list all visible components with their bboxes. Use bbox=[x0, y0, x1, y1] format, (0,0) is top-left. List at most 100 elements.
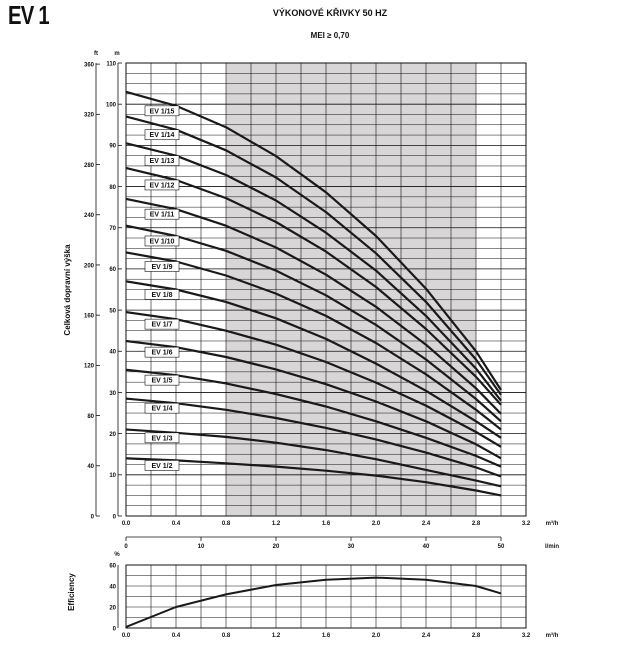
curve-label-box bbox=[144, 289, 180, 300]
plot-frame bbox=[125, 62, 527, 517]
y-tick-label-ft: 200 bbox=[84, 263, 95, 269]
y-tick-label-m: 10 bbox=[109, 473, 116, 479]
curve-label: EV 1/4 bbox=[151, 406, 172, 413]
curve-label: EV 1/13 bbox=[150, 158, 175, 165]
curve-label: EV 1/11 bbox=[150, 212, 175, 219]
curve-label: EV 1/10 bbox=[150, 238, 175, 245]
curve-label: EV 1/3 bbox=[151, 435, 172, 442]
pump-curve-ev-1-12 bbox=[125, 166, 502, 406]
y-tick-label-m: 110 bbox=[106, 61, 116, 67]
eff-y-tick-label: 60 bbox=[109, 563, 116, 569]
pump-curve-ev-1-15 bbox=[125, 90, 502, 391]
y-tick-label-ft: 320 bbox=[84, 113, 95, 119]
x2-tick-label: 10 bbox=[198, 544, 205, 550]
x-tick-label: 2.8 bbox=[472, 521, 481, 527]
eff-y-tick-label: 0 bbox=[113, 626, 117, 632]
curve-label: EV 1/2 bbox=[151, 463, 172, 470]
x-tick-label: 1.2 bbox=[272, 521, 281, 527]
eff-x-tick-label: 1.6 bbox=[322, 633, 331, 639]
x2-unit-label: l/min bbox=[545, 544, 559, 550]
x2-tick-label: 20 bbox=[273, 544, 280, 550]
y-tick-label-ft: 0 bbox=[91, 514, 95, 520]
curve-label-box bbox=[144, 261, 180, 272]
y-tick-label-m: 50 bbox=[109, 308, 116, 314]
curve-label-box bbox=[144, 208, 180, 220]
eff-y-unit: % bbox=[114, 552, 120, 558]
y-tick-label-ft: 40 bbox=[87, 464, 94, 470]
y-tick-label-m: 70 bbox=[109, 226, 116, 232]
x2-tick-label: 40 bbox=[423, 544, 430, 550]
y-tick-label-m: 80 bbox=[109, 185, 116, 191]
eff-y-tick-label: 20 bbox=[109, 605, 116, 611]
y-tick-label-ft: 280 bbox=[84, 163, 95, 169]
pump-curve-ev-1-5 bbox=[125, 368, 502, 468]
curve-label-box bbox=[144, 374, 180, 386]
eff-x-tick-label: 2.0 bbox=[372, 633, 381, 639]
curve-label-box bbox=[144, 460, 180, 471]
y-tick-label-ft: 80 bbox=[87, 414, 94, 420]
x-tick-label: 0.4 bbox=[172, 521, 181, 527]
y-tick-label-ft: 160 bbox=[84, 313, 95, 319]
eff-x-tick-label: 1.2 bbox=[272, 633, 281, 639]
pump-curve-ev-1-4 bbox=[125, 397, 502, 478]
y-tick-label-ft: 240 bbox=[84, 213, 95, 219]
y-tick-label-m: 0 bbox=[113, 514, 117, 520]
eff-y-axis-label: Efficiency bbox=[67, 573, 76, 611]
pump-curve-ev-1-3 bbox=[125, 428, 502, 488]
eff-frame bbox=[125, 564, 527, 629]
curve-label-box bbox=[144, 346, 180, 358]
y-tick-label-ft: 120 bbox=[84, 364, 95, 370]
eff-x-tick-label: 2.8 bbox=[472, 633, 481, 639]
curve-label: EV 1/5 bbox=[151, 378, 172, 385]
x-tick-label: 3.2 bbox=[522, 521, 531, 527]
pump-curve-ev-1-9 bbox=[125, 251, 502, 431]
pump-curve-ev-1-10 bbox=[125, 224, 502, 423]
y-unit-m: m bbox=[114, 51, 119, 57]
curve-label: EV 1/6 bbox=[151, 350, 172, 357]
pump-curve-ev-1-14 bbox=[125, 115, 502, 396]
eff-x-tick-label: 0.8 bbox=[222, 633, 231, 639]
eff-x-tick-label: 0.4 bbox=[172, 633, 181, 639]
x2-tick-label: 0 bbox=[124, 544, 128, 550]
eff-y-tick-label: 40 bbox=[109, 584, 116, 590]
curve-label: EV 1/8 bbox=[151, 292, 172, 299]
x-tick-label: 0.0 bbox=[122, 521, 131, 527]
x-unit-label: m³/h bbox=[546, 520, 559, 527]
y-tick-label-m: 20 bbox=[109, 432, 116, 438]
eff-x-tick-label: 0.0 bbox=[122, 633, 131, 639]
x2-tick-label: 50 bbox=[498, 544, 505, 550]
x-tick-label: 0.8 bbox=[222, 521, 231, 527]
chart-subtitle: MEI ≥ 0,70 bbox=[310, 31, 350, 40]
pump-curve-ev-1-8 bbox=[125, 280, 502, 439]
eff-x-tick-label: 2.4 bbox=[422, 633, 431, 639]
model-logo: EV 1 bbox=[8, 0, 50, 30]
pump-curve-ev-1-6 bbox=[125, 339, 502, 460]
eff-x-tick-label: 3.2 bbox=[522, 633, 531, 639]
pump-curve-ev-1-7 bbox=[125, 311, 502, 448]
y-unit-ft: ft bbox=[94, 51, 98, 57]
curve-label: EV 1/14 bbox=[150, 132, 175, 139]
curve-label-box bbox=[144, 155, 180, 166]
y-axis-label: Celková dopravní výška bbox=[63, 244, 72, 336]
curve-label-box bbox=[144, 402, 180, 414]
curve-label: EV 1/12 bbox=[150, 182, 175, 189]
pump-curve-ev-1-13 bbox=[125, 142, 502, 402]
x-tick-label: 1.6 bbox=[322, 521, 331, 527]
chart-title: VÝKONOVÉ KŘIVKY 50 HZ bbox=[272, 8, 388, 18]
x2-tick-label: 30 bbox=[348, 544, 355, 550]
curve-label: EV 1/15 bbox=[150, 108, 175, 115]
y-tick-label-m: 30 bbox=[109, 391, 116, 397]
x-tick-label: 2.0 bbox=[372, 521, 381, 527]
y-tick-label-m: 40 bbox=[109, 350, 116, 356]
curve-label-box bbox=[144, 432, 180, 444]
y-tick-label-m: 90 bbox=[109, 144, 116, 150]
pump-curve-ev-1-11 bbox=[125, 197, 502, 415]
curve-label-box bbox=[144, 105, 180, 117]
y-tick-label-m: 60 bbox=[109, 267, 116, 273]
curve-label: EV 1/7 bbox=[151, 322, 172, 329]
pump-curve-ev-1-2 bbox=[125, 457, 502, 497]
curve-label-box bbox=[144, 129, 180, 141]
y-tick-label-m: 100 bbox=[106, 102, 117, 108]
eff-x-unit: m³/h bbox=[546, 632, 559, 639]
